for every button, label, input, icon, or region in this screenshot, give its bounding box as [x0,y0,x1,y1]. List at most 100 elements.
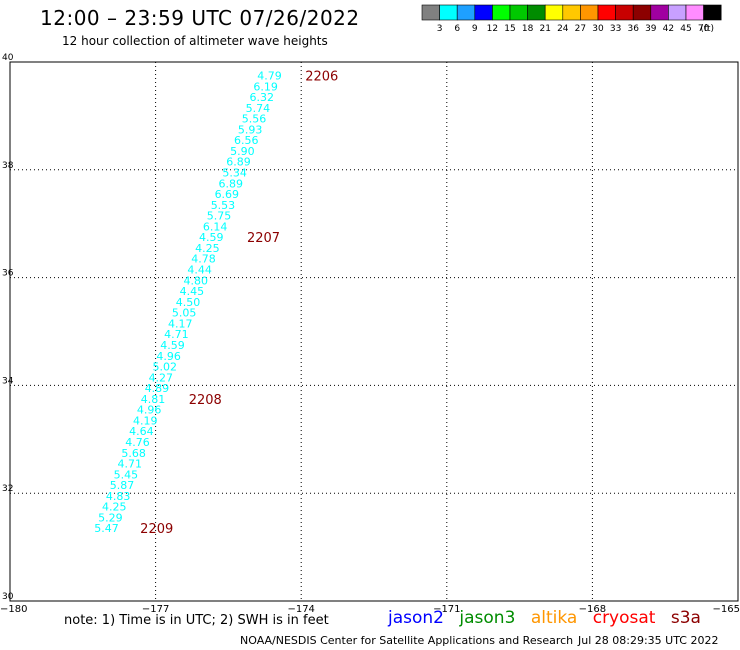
colorbar-swatch [456,4,476,21]
colorbar-label: 27 [575,24,586,34]
wave-height-point: 4.89 [145,382,170,395]
footer-note: note: 1) Time is in UTC; 2) SWH is in fe… [64,613,329,628]
wave-height-point: 4.79 [257,69,282,82]
wave-height-point: 5.75 [207,210,232,223]
colorbar-swatch [544,4,564,21]
wave-height-point: 6.89 [226,156,251,169]
colorbar-label: 21 [539,24,550,34]
time-annotation: 2209 [140,522,173,537]
colorbar-label: 18 [522,24,534,34]
wave-height-point: 6.32 [250,91,275,104]
x-tick-label: −177 [142,604,169,615]
colorbar-label: 42 [663,24,674,34]
chart-title: 12:00 – 23:59 UTC 07/26/2022 [40,6,360,30]
colorbar-swatch [632,4,652,21]
colorbar-swatch [615,4,634,21]
wave-height-point: 4.59 [160,339,185,352]
colorbar-label: 15 [504,24,515,34]
colorbar-label: 6 [454,24,460,34]
generated-timestamp: Jul 28 08:29:35 UTC 2022 [578,634,719,647]
legend-jason2: jason2 [388,608,444,628]
wave-height-point: 4.71 [164,328,189,341]
wave-height-point: 4.78 [191,253,216,266]
wave-height-point: 5.47 [94,522,119,535]
colorbar-swatch [492,4,511,21]
wave-height-point: 4.80 [184,274,209,287]
time-annotation: 2208 [189,393,222,408]
colorbar-swatch [527,4,546,21]
wave-height-point: 4.64 [129,425,154,438]
wave-height-point: 6.19 [253,80,278,93]
x-tick-label: −168 [579,604,606,615]
satellite-legend: jason2 jason3 altika cryosat s3a [388,608,711,628]
wave-height-point: 5.74 [246,102,271,115]
colorbar-swatch [703,4,722,21]
wave-height-point: 5.87 [110,479,135,492]
time-annotation: 2206 [305,69,338,84]
colorbar-swatch [580,4,599,21]
y-tick-label: 34 [2,376,14,386]
colorbar-swatch [597,4,616,21]
colorbar-swatch [421,4,440,21]
colorbar-unit: (ft) [700,24,714,34]
wave-height-point: 5.02 [152,361,177,374]
wave-height-point: 4.71 [118,458,143,471]
time-annotation: 2207 [247,231,280,246]
colorbar-swatch [509,4,528,21]
wave-height-point: 4.44 [187,264,212,277]
y-tick-label: 38 [2,161,14,171]
colorbar-swatch [439,4,458,21]
wave-height-point: 4.76 [125,436,150,449]
wave-height-point: 4.59 [199,231,224,244]
wave-height-point: 4.96 [137,404,162,417]
x-tick-label: −171 [433,604,460,615]
wave-height-point: 4.19 [133,414,158,427]
colorbar-label: 9 [472,24,478,34]
y-tick-label: 30 [2,592,14,602]
wave-height-point: 4.25 [102,501,127,514]
wave-height-point: 5.68 [121,447,146,460]
wave-height-point: 5.93 [238,123,263,136]
colorbar-label: 12 [487,24,498,34]
colorbar-label: 3 [437,24,443,34]
wave-height-point: 6.14 [203,220,228,233]
chart-subtitle: 12 hour collection of altimeter wave hei… [62,34,328,48]
wave-height-point: 5.45 [114,468,139,481]
colorbar-label: 30 [592,24,604,34]
colorbar-label: 45 [680,24,691,34]
wave-height-point: 4.81 [141,393,166,406]
wave-height-point: 5.90 [230,145,255,158]
wave-height-point: 6.56 [234,134,259,147]
colorbar-label: 39 [645,24,657,34]
colorbar-swatch [474,4,493,21]
y-tick-label: 40 [2,53,14,63]
wave-height-point: 5.05 [172,307,197,320]
wave-height-point: 4.17 [168,317,193,330]
legend-altika: altika [530,608,578,628]
colorbar-swatch [668,4,687,21]
wave-height-point: 5.34 [222,166,247,179]
wave-height-point: 5.29 [98,511,123,524]
wave-height-point: 4.50 [176,296,201,309]
wave-height-point: 4.96 [156,350,181,363]
wave-height-point: 4.27 [149,371,174,384]
colorbar-swatch [685,4,704,21]
colorbar-swatch [650,4,669,21]
wave-height-point: 4.83 [106,490,131,503]
colorbar-swatch [562,4,581,21]
legend-jason3: jason3 [459,608,516,628]
colorbar-label: 36 [627,24,639,34]
x-tick-label: −165 [713,604,740,615]
wave-height-point: 6.69 [215,188,240,201]
y-tick-label: 36 [2,269,14,279]
x-tick-label: −180 [0,604,27,615]
wave-height-point: 4.45 [180,285,205,298]
wave-height-point: 4.25 [195,242,220,255]
legend-cryosat: cryosat [592,608,656,628]
colorbar-label: 70 [698,24,710,34]
wave-height-point: 5.53 [211,199,236,212]
legend-s3a: s3a [670,608,701,628]
colorbar-label: 24 [557,24,569,34]
plot-frame [9,61,739,602]
